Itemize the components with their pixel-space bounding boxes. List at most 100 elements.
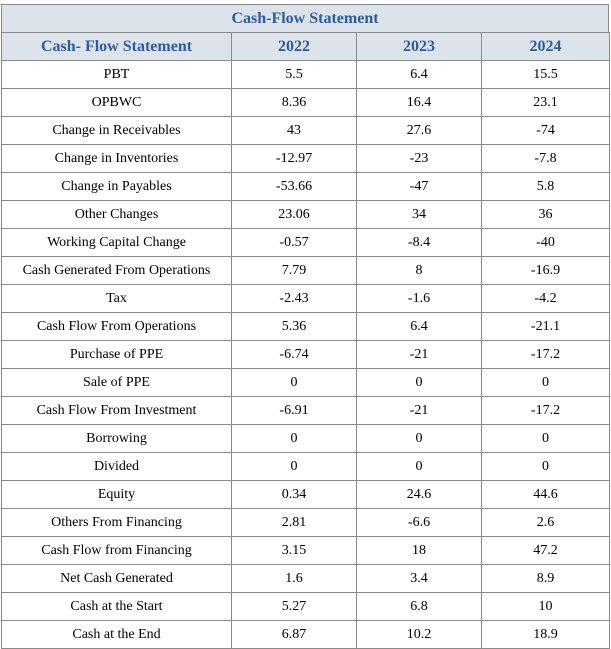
table-row: PBT 5.5 6.4 15.5 (1, 60, 610, 89)
value-cell: -6.74 (231, 340, 357, 369)
row-label-cell: Change in Payables (1, 172, 232, 201)
value-cell: -40 (481, 228, 610, 257)
value-cell: 15.5 (481, 60, 610, 89)
table-row: Net Cash Generated 1.6 3.4 8.9 (1, 564, 610, 593)
value-cell: -4.2 (481, 284, 610, 313)
cash-flow-table: Cash- Flow Statement 2022 2023 2024 PBT 5… (1, 32, 610, 649)
row-label-cell: Cash at the End (1, 620, 232, 649)
table-row: Other Changes 23.06 34 36 (1, 200, 610, 229)
value-cell: 6.4 (356, 312, 482, 341)
table-row: Change in Receivables 43 27.6 -74 (1, 116, 610, 145)
value-cell: -74 (481, 116, 610, 145)
value-cell: -1.6 (356, 284, 482, 313)
value-cell: -16.9 (481, 256, 610, 285)
value-cell: 27.6 (356, 116, 482, 145)
table-row: Tax -2.43 -1.6 -4.2 (1, 284, 610, 313)
header-label: Cash- Flow Statement (1, 32, 232, 61)
row-label-cell: Cash Generated From Operations (1, 256, 232, 285)
value-cell: -8.4 (356, 228, 482, 257)
value-cell: -2.43 (231, 284, 357, 313)
table-row: Change in Inventories -12.97 -23 -7.8 (1, 144, 610, 173)
value-cell: 0 (481, 368, 610, 397)
value-cell: -17.2 (481, 340, 610, 369)
value-cell: 7.79 (231, 256, 357, 285)
value-cell: 10.2 (356, 620, 482, 649)
row-label-cell: PBT (1, 60, 232, 89)
value-cell: 5.27 (231, 592, 357, 621)
row-label-cell: Others From Financing (1, 508, 232, 537)
table-row: Others From Financing 2.81 -6.6 2.6 (1, 508, 610, 537)
table-row: OPBWC 8.36 16.4 23.1 (1, 88, 610, 117)
value-cell: 44.6 (481, 480, 610, 509)
table-row: Cash Flow From Investment -6.91 -21 -17.2 (1, 396, 610, 425)
value-cell: -0.57 (231, 228, 357, 257)
value-cell: 23.1 (481, 88, 610, 117)
row-label-cell: Net Cash Generated (1, 564, 232, 593)
value-cell: 0 (231, 368, 357, 397)
value-cell: 23.06 (231, 200, 357, 229)
value-cell: 6.4 (356, 60, 482, 89)
table-row: Change in Payables -53.66 -47 5.8 (1, 172, 610, 201)
table-row: Cash Generated From Operations 7.79 8 -16.9 (1, 256, 610, 285)
value-cell: 0 (481, 424, 610, 453)
row-label-cell: Change in Receivables (1, 116, 232, 145)
value-cell: 3.15 (231, 536, 357, 565)
value-cell: 6.8 (356, 592, 482, 621)
table-row: Purchase of PPE -6.74 -21 -17.2 (1, 340, 610, 369)
table-row: Cash Flow from Financing 3.15 18 47.2 (1, 536, 610, 565)
table-row: Sale of PPE 0 0 0 (1, 368, 610, 397)
value-cell: 18 (356, 536, 482, 565)
value-cell: -23 (356, 144, 482, 173)
value-cell: -21 (356, 396, 482, 425)
row-label-cell: Cash Flow From Operations (1, 312, 232, 341)
value-cell: 5.8 (481, 172, 610, 201)
table-row: Cash Flow From Operations 5.36 6.4 -21.1 (1, 312, 610, 341)
header-year-2022: 2022 (231, 32, 357, 61)
row-label-cell: Divided (1, 452, 232, 481)
value-cell: -47 (356, 172, 482, 201)
value-cell: 0.34 (231, 480, 357, 509)
cash-flow-table-container: Cash-Flow Statement Cash- Flow Statement… (1, 4, 610, 649)
value-cell: -12.97 (231, 144, 357, 173)
row-label-cell: Cash at the Start (1, 592, 232, 621)
table-row: Working Capital Change -0.57 -8.4 -40 (1, 228, 610, 257)
row-label-cell: Borrowing (1, 424, 232, 453)
value-cell: 0 (481, 452, 610, 481)
value-cell: 5.36 (231, 312, 357, 341)
value-cell: 5.5 (231, 60, 357, 89)
value-cell: 36 (481, 200, 610, 229)
value-cell: 47.2 (481, 536, 610, 565)
value-cell: 10 (481, 592, 610, 621)
value-cell: 0 (356, 368, 482, 397)
value-cell: 24.6 (356, 480, 482, 509)
table-row: Borrowing 0 0 0 (1, 424, 610, 453)
header-year-2023: 2023 (356, 32, 482, 61)
row-label-cell: Cash Flow from Financing (1, 536, 232, 565)
row-label-cell: OPBWC (1, 88, 232, 117)
table-row: Cash at the End 6.87 10.2 18.9 (1, 620, 610, 649)
row-label-cell: Sale of PPE (1, 368, 232, 397)
value-cell: 0 (231, 452, 357, 481)
value-cell: 2.81 (231, 508, 357, 537)
value-cell: -7.8 (481, 144, 610, 173)
header-year-2024: 2024 (481, 32, 610, 61)
value-cell: -6.91 (231, 396, 357, 425)
row-label-cell: Working Capital Change (1, 228, 232, 257)
table-row: Cash at the Start 5.27 6.8 10 (1, 592, 610, 621)
value-cell: 2.6 (481, 508, 610, 537)
value-cell: 0 (231, 424, 357, 453)
value-cell: 8.9 (481, 564, 610, 593)
value-cell: -17.2 (481, 396, 610, 425)
value-cell: 1.6 (231, 564, 357, 593)
value-cell: -6.6 (356, 508, 482, 537)
value-cell: 43 (231, 116, 357, 145)
row-label-cell: Cash Flow From Investment (1, 396, 232, 425)
table-row: Equity 0.34 24.6 44.6 (1, 480, 610, 509)
row-label-cell: Other Changes (1, 200, 232, 229)
value-cell: 0 (356, 424, 482, 453)
value-cell: -21.1 (481, 312, 610, 341)
value-cell: 0 (356, 452, 482, 481)
value-cell: -21 (356, 340, 482, 369)
value-cell: -53.66 (231, 172, 357, 201)
value-cell: 6.87 (231, 620, 357, 649)
